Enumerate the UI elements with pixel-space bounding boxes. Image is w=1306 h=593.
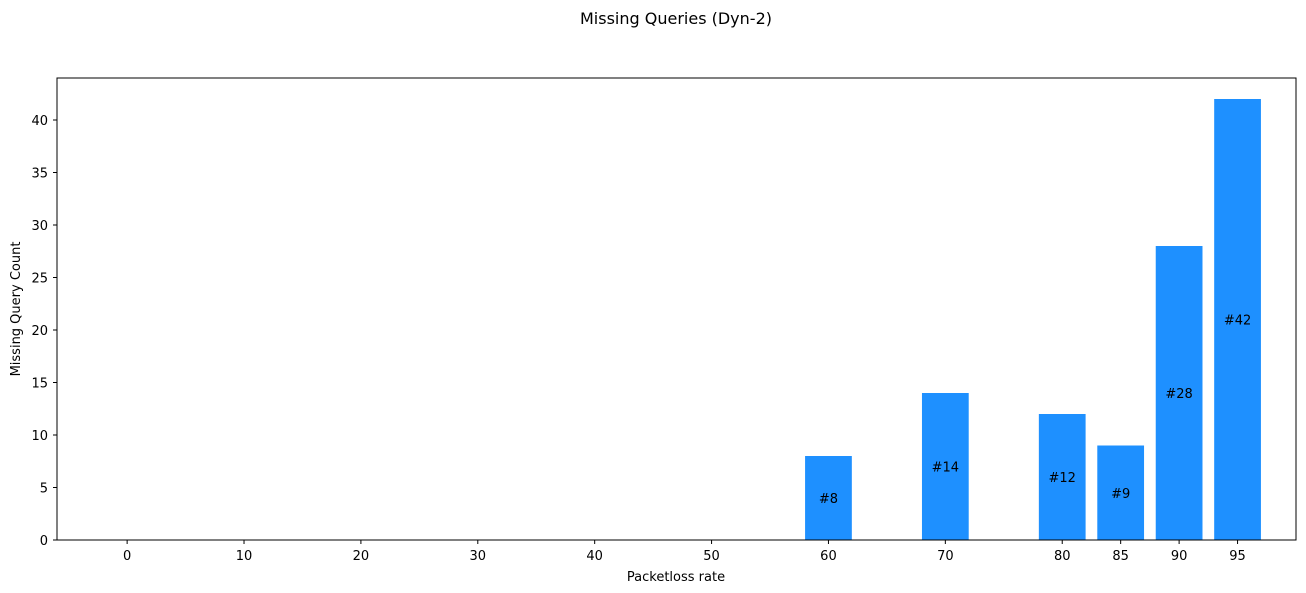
chart-title: Missing Queries (Dyn-2) [580, 9, 772, 28]
x-tick-label-90: 90 [1171, 549, 1188, 564]
bar-label-80: #12 [1049, 471, 1076, 486]
bar-95 [1214, 99, 1261, 540]
x-tick-label-85: 85 [1112, 549, 1129, 564]
y-tick-label-30: 30 [31, 219, 48, 234]
x-axis: 0 10 20 30 40 50 60 70 80 85 90 95 [123, 540, 1246, 564]
x-tick-label-50: 50 [703, 549, 720, 564]
x-tick-label-70: 70 [937, 549, 954, 564]
bar-label-60: #8 [819, 492, 838, 507]
y-tick-label-10: 10 [31, 429, 48, 444]
y-tick-label-0: 0 [40, 534, 48, 549]
x-tick-label-60: 60 [820, 549, 837, 564]
y-tick-label-40: 40 [31, 114, 48, 129]
y-tick-label-25: 25 [31, 272, 48, 287]
y-axis-title: Missing Query Count [9, 242, 24, 377]
y-axis: 0 5 10 15 20 25 30 35 40 [31, 114, 57, 549]
y-tick-label-20: 20 [31, 324, 48, 339]
bar-label-95: #42 [1224, 314, 1251, 329]
bar-labels-group: #8 #14 #12 #9 #28 #42 [819, 314, 1251, 508]
bar-80 [1038, 414, 1086, 540]
bar-70 [921, 393, 969, 540]
y-tick-label-15: 15 [31, 377, 48, 392]
x-tick-label-95: 95 [1229, 549, 1246, 564]
x-tick-label-80: 80 [1054, 549, 1071, 564]
bar-label-70: #14 [932, 461, 959, 476]
x-tick-label-40: 40 [586, 549, 603, 564]
bar-85 [1097, 445, 1145, 540]
y-tick-label-35: 35 [31, 167, 48, 182]
bar-label-85: #9 [1111, 487, 1130, 502]
bar-90 [1155, 246, 1203, 540]
plot-frame [56, 77, 1297, 541]
x-tick-label-0: 0 [123, 549, 131, 564]
x-tick-label-20: 20 [353, 549, 370, 564]
y-tick-label-5: 5 [40, 482, 48, 497]
x-axis-title: Packetloss rate [627, 570, 725, 585]
x-tick-label-10: 10 [236, 549, 253, 564]
x-tick-label-30: 30 [470, 549, 487, 564]
bar-60 [805, 456, 852, 540]
bars-group [805, 99, 1261, 540]
bar-label-90: #28 [1165, 387, 1192, 402]
